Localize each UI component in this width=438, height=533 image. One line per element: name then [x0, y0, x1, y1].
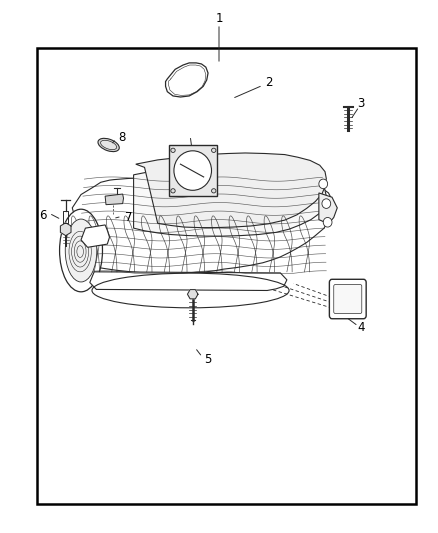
Polygon shape — [81, 225, 110, 247]
Bar — [37, 48, 416, 504]
Polygon shape — [105, 194, 124, 205]
FancyBboxPatch shape — [329, 279, 366, 319]
Ellipse shape — [319, 179, 328, 189]
Polygon shape — [60, 223, 71, 236]
Polygon shape — [136, 153, 326, 228]
Polygon shape — [90, 272, 287, 290]
Text: 1: 1 — [215, 12, 223, 25]
Polygon shape — [134, 164, 326, 236]
Ellipse shape — [65, 219, 97, 282]
Bar — [169, 145, 217, 196]
Text: 8: 8 — [118, 131, 125, 144]
Ellipse shape — [60, 209, 102, 292]
Polygon shape — [187, 289, 198, 299]
Polygon shape — [61, 175, 333, 273]
Ellipse shape — [212, 189, 216, 193]
Text: 6: 6 — [39, 209, 47, 222]
Ellipse shape — [322, 199, 331, 208]
Ellipse shape — [98, 139, 119, 151]
Polygon shape — [319, 193, 337, 224]
Text: 4: 4 — [357, 321, 365, 334]
Ellipse shape — [174, 151, 212, 190]
Ellipse shape — [212, 148, 216, 152]
Ellipse shape — [171, 189, 175, 193]
Text: 3: 3 — [358, 98, 365, 110]
Ellipse shape — [101, 140, 117, 150]
Text: 5: 5 — [205, 353, 212, 366]
Text: 7: 7 — [125, 211, 133, 224]
Polygon shape — [166, 63, 208, 97]
Ellipse shape — [171, 148, 175, 152]
FancyBboxPatch shape — [334, 285, 362, 313]
Text: 2: 2 — [265, 76, 273, 89]
Ellipse shape — [323, 217, 332, 227]
